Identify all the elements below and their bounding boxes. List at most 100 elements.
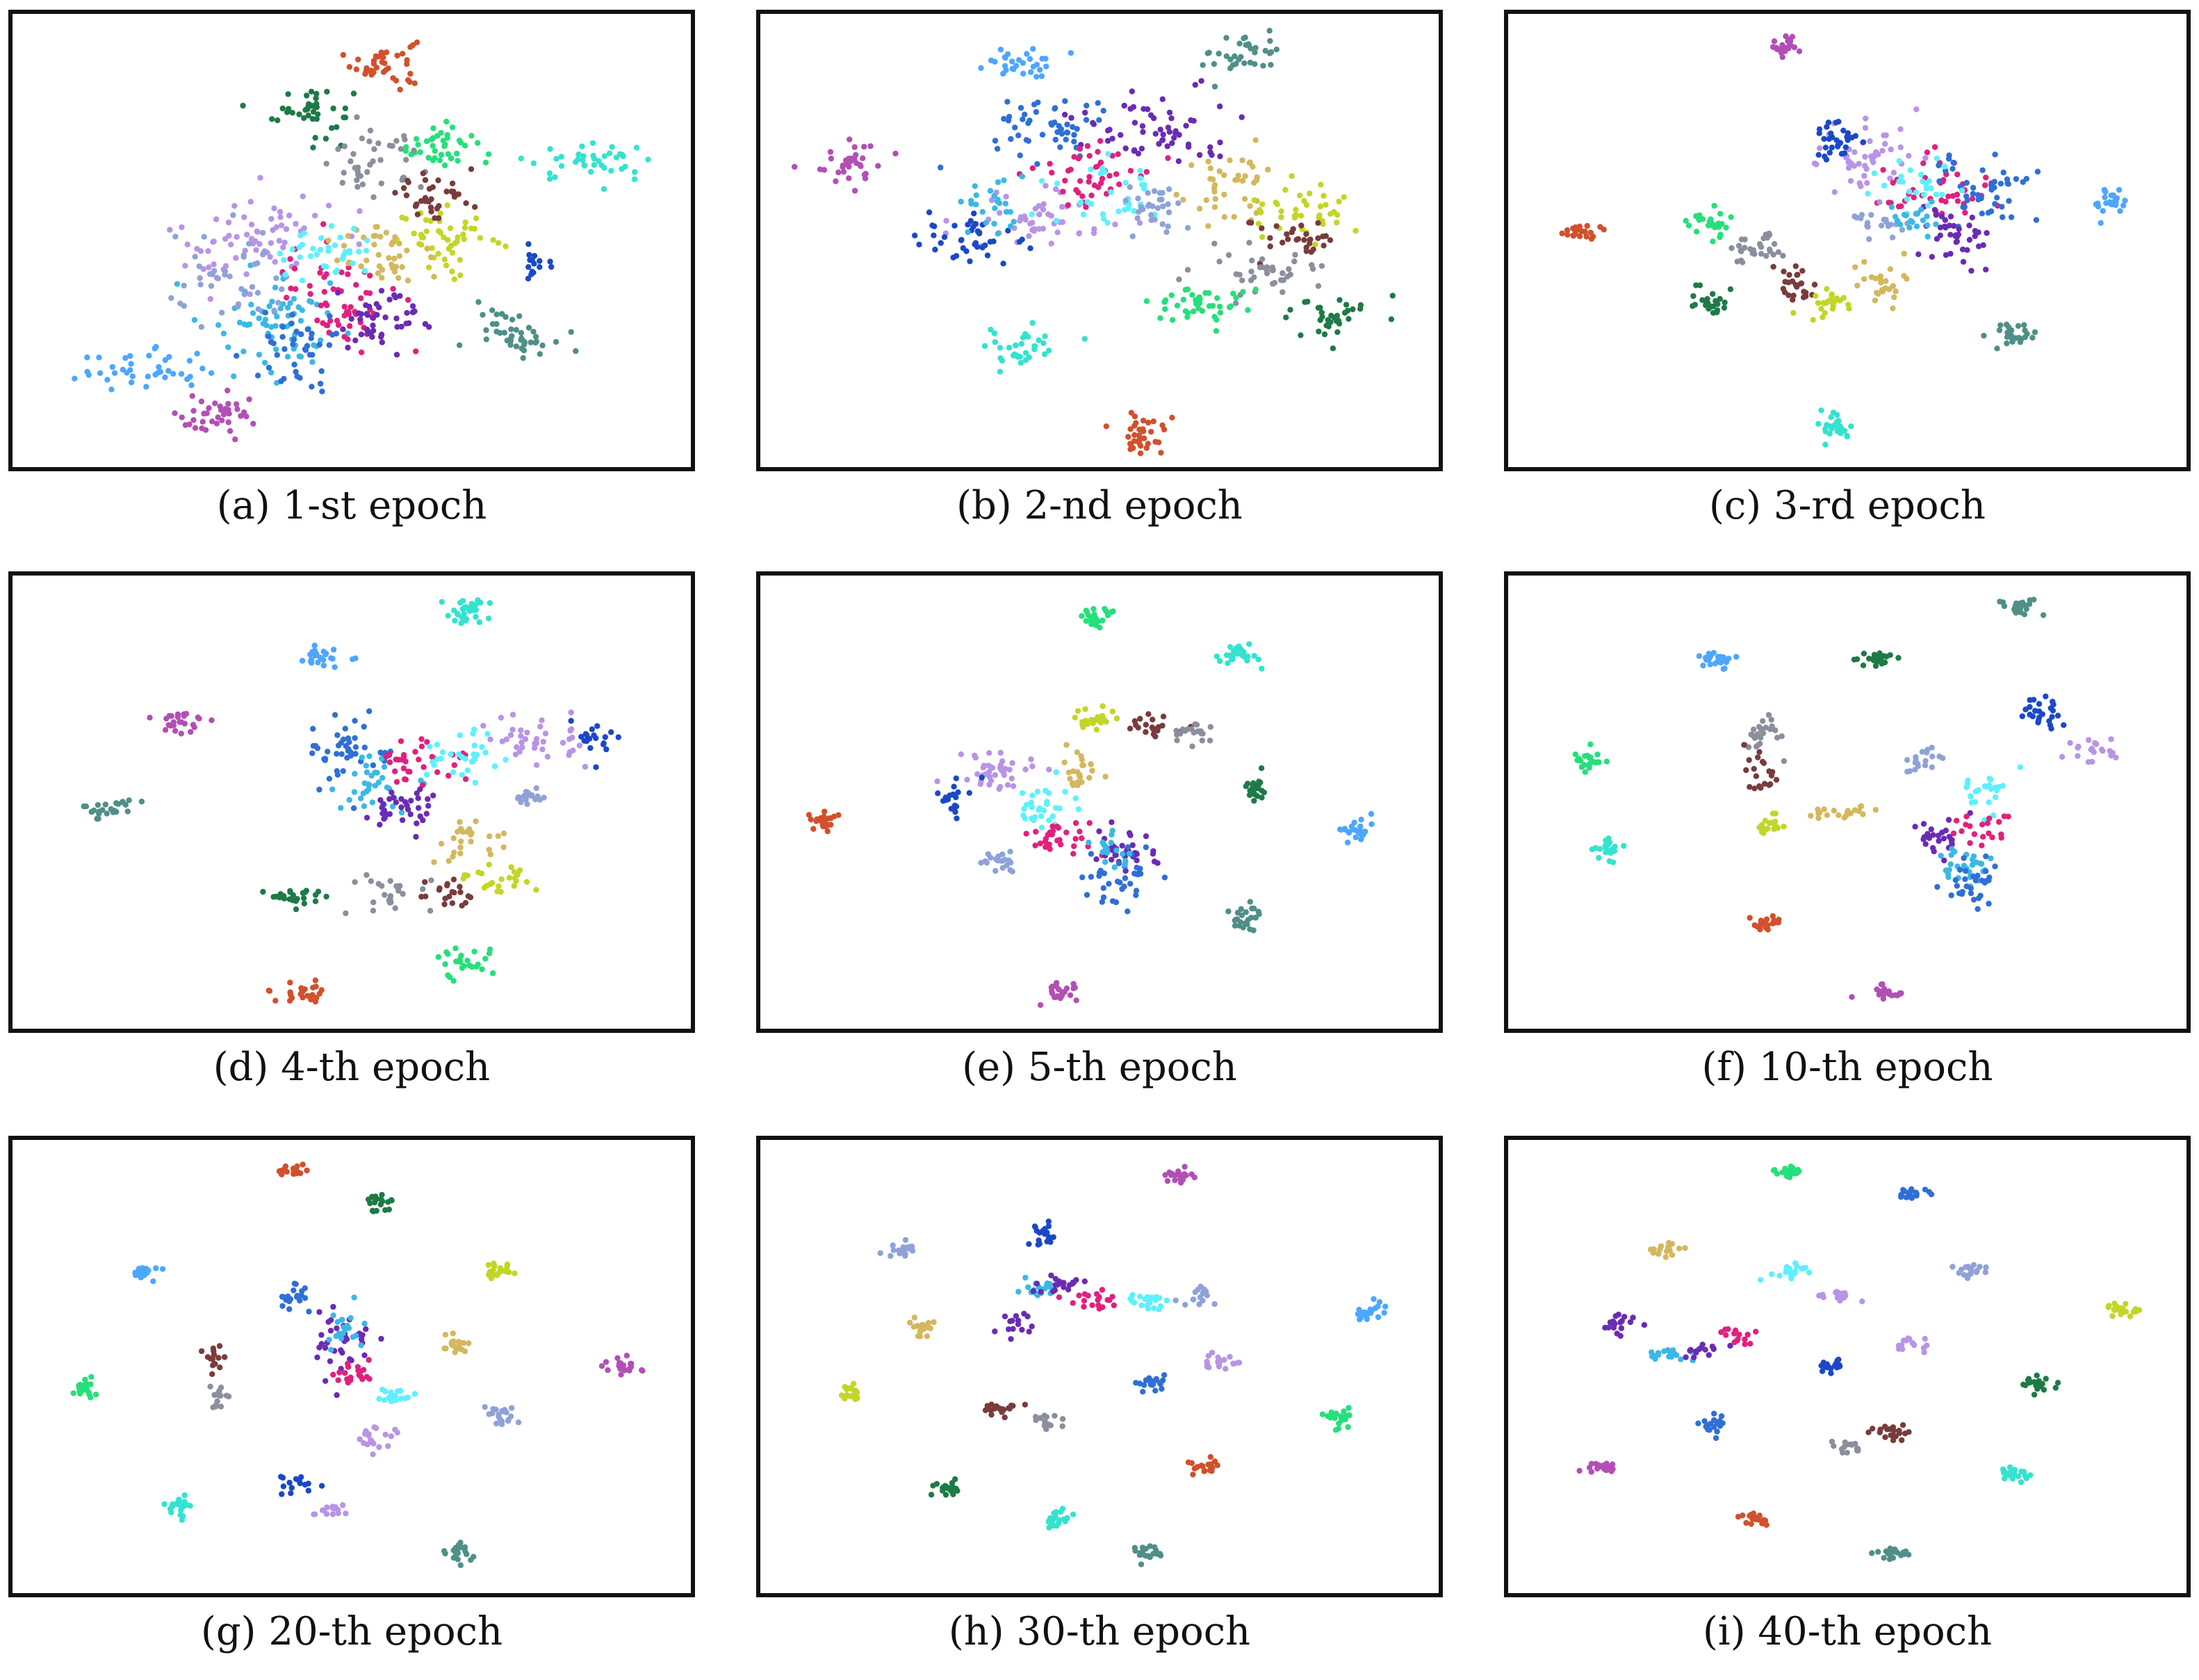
data-point xyxy=(591,162,597,168)
data-point xyxy=(161,1501,167,1508)
data-point xyxy=(1168,115,1175,122)
data-point xyxy=(1054,180,1061,187)
data-point xyxy=(1109,831,1115,838)
data-point xyxy=(1088,761,1094,767)
data-point xyxy=(485,615,492,621)
data-point xyxy=(1104,612,1111,619)
cluster xyxy=(1815,118,1867,163)
data-point xyxy=(340,326,346,332)
data-point xyxy=(1154,726,1160,732)
data-point xyxy=(1055,1520,1062,1526)
data-point xyxy=(348,1377,354,1383)
data-point xyxy=(346,323,353,329)
data-point xyxy=(1010,1326,1016,1332)
data-point xyxy=(1586,1465,1593,1471)
data-point xyxy=(1137,450,1144,457)
data-point xyxy=(1987,776,1994,783)
data-point xyxy=(1086,774,1093,781)
data-point xyxy=(424,245,431,252)
data-point xyxy=(1706,218,1712,225)
data-point xyxy=(1888,204,1895,211)
data-point xyxy=(1001,772,1007,778)
data-point xyxy=(1570,225,1576,231)
data-point xyxy=(1011,218,1017,225)
data-point xyxy=(1889,234,1896,240)
data-point xyxy=(995,230,1001,237)
data-point xyxy=(499,738,505,744)
data-point xyxy=(1820,1294,1826,1300)
data-point xyxy=(2123,1300,2129,1307)
data-point xyxy=(263,322,270,329)
data-point xyxy=(1091,611,1097,618)
data-point xyxy=(119,799,126,806)
data-point xyxy=(1053,984,1060,990)
data-point xyxy=(1002,200,1008,207)
data-point xyxy=(992,772,998,778)
data-point xyxy=(1715,220,1722,227)
data-point xyxy=(633,145,640,151)
data-point xyxy=(311,642,318,649)
data-point xyxy=(487,946,493,953)
data-point xyxy=(427,218,434,225)
cluster xyxy=(311,1502,349,1517)
data-point xyxy=(393,315,400,322)
data-point xyxy=(1929,254,1935,260)
data-point xyxy=(1727,286,1734,293)
data-point xyxy=(1846,158,1852,165)
data-point xyxy=(1230,291,1236,297)
data-point xyxy=(1712,660,1719,667)
data-point xyxy=(457,819,463,825)
data-point xyxy=(589,726,596,733)
data-point xyxy=(2113,754,2119,761)
data-point xyxy=(953,804,960,810)
data-point xyxy=(280,1166,287,1173)
data-point xyxy=(1906,188,1913,195)
data-point xyxy=(1950,830,1957,837)
cluster xyxy=(978,849,1015,874)
data-point xyxy=(428,136,435,142)
scatter-plot xyxy=(81,597,621,1005)
data-point xyxy=(1325,323,1332,329)
data-point xyxy=(1962,867,1969,874)
data-point xyxy=(1182,286,1188,293)
data-point xyxy=(1273,47,1280,53)
data-point xyxy=(173,1501,179,1508)
data-point xyxy=(1137,1294,1143,1300)
data-point xyxy=(902,1237,909,1243)
data-point xyxy=(495,833,501,839)
cluster xyxy=(1898,1186,1935,1201)
data-point xyxy=(578,733,585,740)
data-point xyxy=(931,1319,937,1326)
data-point xyxy=(1011,351,1018,357)
data-point xyxy=(385,1443,391,1449)
data-point xyxy=(1278,277,1284,284)
data-point xyxy=(346,64,353,70)
data-point xyxy=(1863,115,1869,122)
data-point xyxy=(411,80,418,87)
data-point xyxy=(1119,886,1125,892)
data-point xyxy=(1267,243,1273,250)
data-point xyxy=(1022,1275,1029,1281)
data-point xyxy=(1063,742,1070,748)
data-point xyxy=(279,1303,286,1310)
data-point xyxy=(477,599,484,606)
data-point xyxy=(1822,441,1829,448)
data-point xyxy=(370,69,377,76)
data-point xyxy=(207,295,213,302)
data-point xyxy=(1119,842,1125,849)
data-point xyxy=(1920,1345,1927,1351)
data-point xyxy=(1619,1318,1625,1324)
data-point xyxy=(318,337,324,343)
data-point xyxy=(306,298,313,304)
data-point xyxy=(1289,173,1295,179)
data-point xyxy=(1027,56,1033,63)
data-point xyxy=(1700,662,1706,669)
data-point xyxy=(326,342,333,348)
data-point xyxy=(1154,205,1161,211)
data-point xyxy=(270,340,277,347)
data-point xyxy=(1975,196,1981,203)
panel-caption: (c) 3-rd epoch xyxy=(1709,483,1986,528)
data-point xyxy=(2004,180,2011,187)
data-point xyxy=(1751,766,1757,772)
data-point xyxy=(329,786,336,792)
